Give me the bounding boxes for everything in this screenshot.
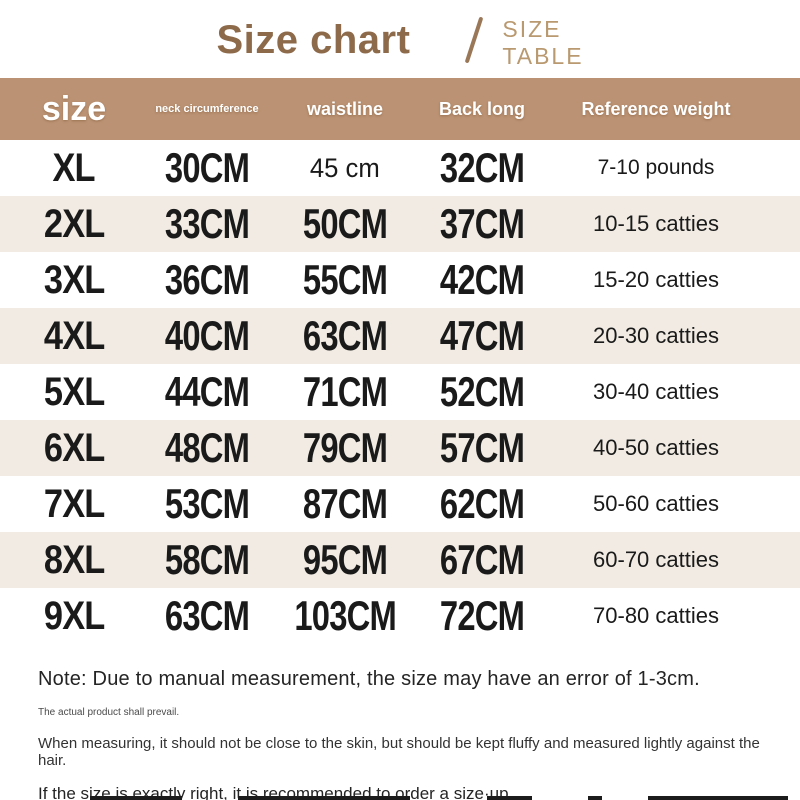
cell-weight: 50-60 catties [593,491,719,516]
cell-back: 47CM [439,312,525,359]
cropped-text-bar [588,796,602,800]
table-row: 2XL 33CM 50CM 37CM 10-15 catties [0,196,800,252]
cell-waist: 63CM [302,312,388,359]
cell-weight: 10-15 catties [593,211,719,236]
cell-waist: 45 cm [310,152,380,183]
notes-section: Note: Due to manual measurement, the siz… [0,644,800,800]
table-row: 7XL 53CM 87CM 62CM 50-60 catties [0,476,800,532]
cell-back: 42CM [439,256,525,303]
column-header-size: size [41,89,107,128]
cell-weight: 20-30 catties [593,323,719,348]
cell-waist: 55CM [302,256,388,303]
cell-back: 57CM [439,424,525,471]
cell-back: 67CM [439,536,525,583]
cell-weight: 70-80 catties [593,603,719,628]
cell-neck: 36CM [164,256,250,303]
title-row: Size chart SIZE TABLE [0,0,800,78]
cell-waist: 79CM [302,424,388,471]
cell-size: 6XL [43,425,105,470]
cropped-text-bar [90,796,182,800]
cell-waist: 95CM [302,536,388,583]
table-row: 5XL 44CM 71CM 52CM 30-40 catties [0,364,800,420]
cell-size: 5XL [43,369,105,414]
cell-size: 4XL [43,313,105,358]
cell-size: 7XL [43,481,105,526]
note-measurement-error: Note: Due to manual measurement, the siz… [38,668,700,690]
column-header-neck: neck circumference [155,103,259,115]
cropped-text-bar [238,796,410,800]
slash-divider-icon [465,16,484,64]
table-body: XL 30CM 45 cm 32CM 7-10 pounds 2XL 33CM … [0,140,800,644]
cell-waist: 87CM [302,480,388,527]
cell-back: 72CM [439,592,525,639]
table-row: 9XL 63CM 103CM 72CM 70-80 catties [0,588,800,644]
cell-neck: 63CM [164,592,250,639]
cell-neck: 30CM [164,144,250,191]
column-header-back: Back long [438,98,526,119]
table-row: 3XL 36CM 55CM 42CM 15-20 catties [0,252,800,308]
cell-neck: 40CM [164,312,250,359]
table-row: XL 30CM 45 cm 32CM 7-10 pounds [0,140,800,196]
cell-neck: 44CM [164,368,250,415]
cropped-text-bar [648,796,788,800]
table-row: 8XL 58CM 95CM 67CM 60-70 catties [0,532,800,588]
cell-size: 8XL [43,537,105,582]
cell-neck: 53CM [164,480,250,527]
subtitle-line-2: TABLE [502,43,584,70]
page-subtitle: SIZE TABLE [502,16,583,70]
cell-waist: 50CM [302,200,388,247]
subtitle-line-1: SIZE [502,16,562,42]
cell-weight: 60-70 catties [593,547,719,572]
column-header-waist: waistline [306,98,384,119]
cell-weight: 15-20 catties [593,267,719,292]
cell-neck: 48CM [164,424,250,471]
cell-back: 52CM [439,368,525,415]
cell-weight: 7-10 pounds [597,156,715,179]
page-title: Size chart [216,18,411,62]
cell-back: 62CM [439,480,525,527]
note-measuring-method: When measuring, it should not be close t… [38,735,760,769]
cell-size: 9XL [43,593,105,638]
table-row: 4XL 40CM 63CM 47CM 20-30 catties [0,308,800,364]
cell-neck: 33CM [164,200,250,247]
cell-back: 32CM [439,144,525,191]
cell-neck: 58CM [164,536,250,583]
cell-waist: 103CM [294,592,396,639]
cell-size: 3XL [43,257,105,302]
cell-weight: 30-40 catties [593,379,719,404]
note-actual-product: The actual product shall prevail. [38,707,180,718]
cell-back: 37CM [439,200,525,247]
column-header-weight: Reference weight [581,98,731,119]
cropped-text-bar [487,796,532,800]
table-header-row: size neck circumference waistline Back l… [0,78,800,140]
cell-waist: 71CM [302,368,388,415]
cell-size: 2XL [43,201,105,246]
cell-size: XL [52,145,96,190]
cell-weight: 40-50 catties [593,435,719,460]
table-row: 6XL 48CM 79CM 57CM 40-50 catties [0,420,800,476]
